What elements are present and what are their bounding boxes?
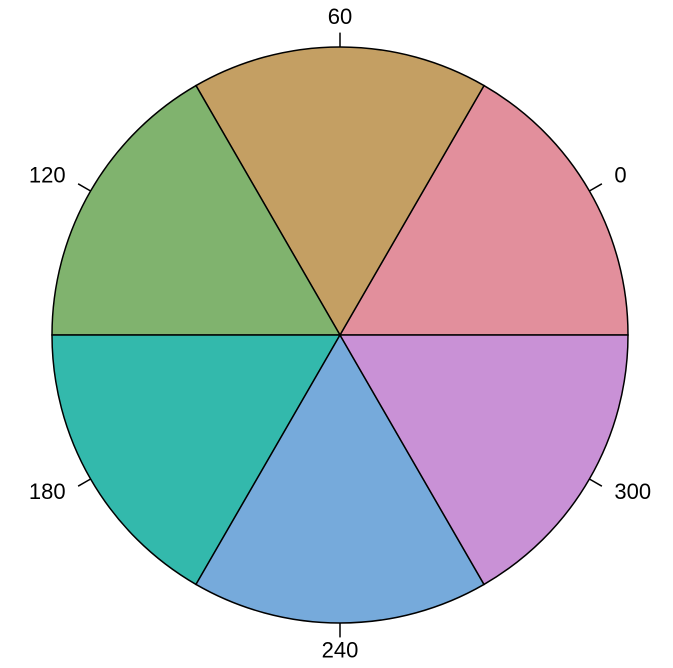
pie-slice bbox=[51, 334, 342, 586]
slice-label: 240 bbox=[322, 638, 359, 663]
slice-label: 0 bbox=[614, 162, 626, 187]
pie-slice bbox=[194, 333, 486, 624]
slice-label: 60 bbox=[328, 4, 352, 29]
label-tick bbox=[589, 183, 603, 192]
label-tick bbox=[589, 478, 603, 487]
slice-label: 300 bbox=[614, 479, 651, 504]
pie-slice bbox=[338, 334, 629, 586]
slice-label: 180 bbox=[29, 479, 66, 504]
slice-label: 120 bbox=[29, 162, 66, 187]
pie-slice bbox=[338, 84, 629, 336]
label-tick bbox=[77, 183, 91, 192]
pie-slice bbox=[194, 46, 486, 337]
pie-slice bbox=[51, 84, 342, 336]
label-tick bbox=[77, 478, 91, 487]
